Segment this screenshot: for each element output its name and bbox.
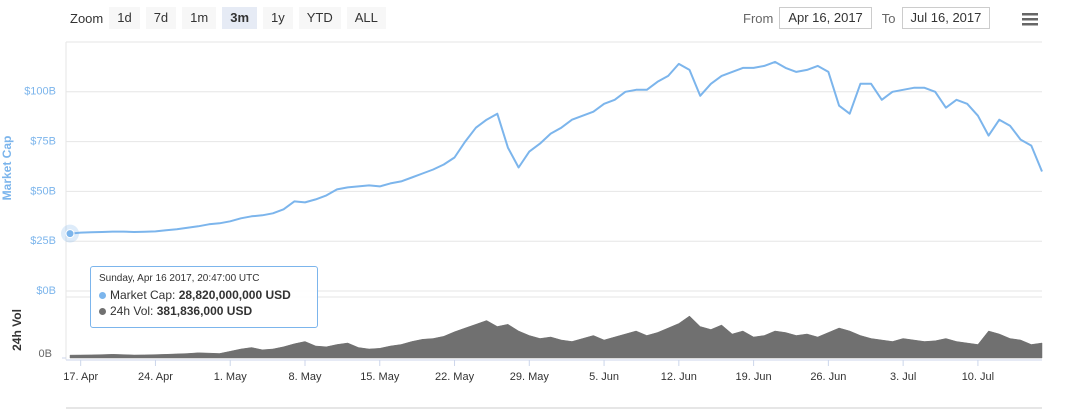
x-tick-label: 22. May [435, 371, 475, 383]
tooltip-row: Market Cap: 28,820,000,000 USD [99, 287, 309, 303]
zoom-button[interactable]: ALL [346, 7, 386, 29]
tooltip-label: Market Cap: [110, 288, 176, 302]
tooltip-dot [99, 292, 106, 299]
x-tick-label: 15. May [360, 371, 400, 383]
date-range: From Apr 16, 2017 To Jul 16, 2017 [743, 7, 1000, 29]
zoom-button[interactable]: 3m [222, 7, 258, 29]
x-tick-label: 3. Jul [890, 371, 916, 383]
y-tick-label: $75B [30, 136, 56, 148]
x-tick-label: 10. Jul [962, 371, 994, 383]
y-tick-label: $25B [30, 235, 56, 247]
tooltip-label: 24h Vol: [110, 304, 154, 318]
to-input[interactable]: Jul 16, 2017 [901, 7, 991, 29]
y-tick-label: $50B [30, 185, 56, 197]
tooltip-value: 28,820,000,000 USD [178, 288, 291, 302]
tooltip-dot [99, 308, 106, 315]
x-tick-label: 8. May [288, 371, 322, 383]
x-tick-label: 26. Jun [810, 371, 846, 383]
y-axis-title: Market Cap [0, 136, 14, 201]
tooltip: Sunday, Apr 16 2017, 20:47:00 UTC Market… [90, 266, 318, 328]
x-tick-label: 29. May [510, 371, 550, 383]
zoom-button[interactable]: YTD [298, 7, 341, 29]
volume-area [69, 315, 1043, 359]
x-tick-label: 5. Jun [589, 371, 619, 383]
y2-axis-title: 24h Vol [10, 309, 24, 351]
x-tick-label: 12. Jun [661, 371, 697, 383]
menu-icon[interactable] [1022, 13, 1038, 26]
tooltip-value: 381,836,000 USD [156, 304, 253, 318]
x-tick-label: 24. Apr [138, 371, 173, 383]
y-tick-label: $0B [36, 285, 56, 297]
x-tick-label: 19. Jun [736, 371, 772, 383]
zoom-button[interactable]: 7d [145, 7, 177, 29]
zoom-label: Zoom [70, 10, 104, 26]
hover-point [65, 229, 75, 239]
market-cap-line [69, 60, 1043, 235]
tooltip-header: Sunday, Apr 16 2017, 20:47:00 UTC [99, 273, 260, 284]
x-tick-label: 1. May [214, 371, 248, 383]
y2-tick-label: 0B [39, 348, 52, 360]
to-label: To [881, 10, 896, 26]
from-label: From [743, 10, 774, 26]
zoom-button[interactable]: 1m [182, 7, 217, 29]
zoom-button[interactable]: 1d [109, 7, 140, 29]
y-tick-label: $100B [24, 86, 56, 98]
tooltip-row: 24h Vol: 381,836,000 USD [99, 303, 309, 319]
zoom-controls: Zoom 1d 7d 1m 3m 1y YTD ALL [70, 7, 386, 29]
x-tick-label: 17. Apr [63, 371, 98, 383]
zoom-button[interactable]: 1y [263, 7, 293, 29]
from-input[interactable]: Apr 16, 2017 [779, 7, 872, 29]
